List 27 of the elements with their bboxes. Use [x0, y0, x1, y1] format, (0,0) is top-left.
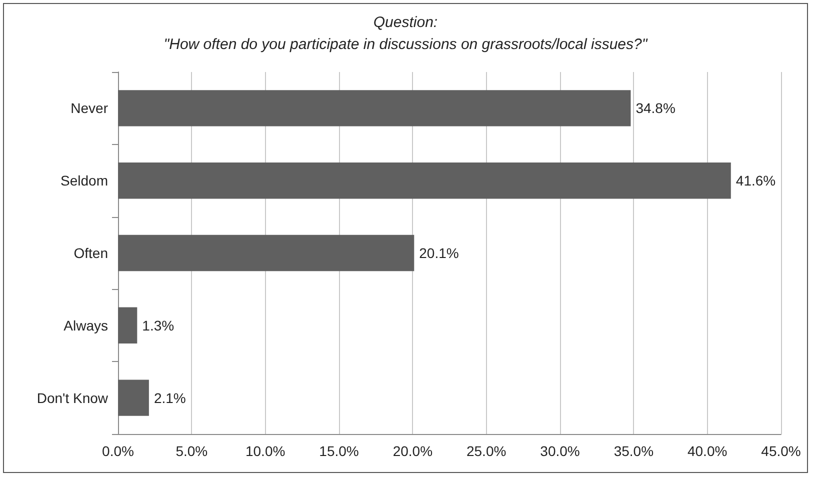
y-tick-label: Seldom [60, 172, 108, 189]
data-label: 34.8% [636, 100, 676, 116]
x-tick-label: 35.0% [614, 443, 654, 459]
data-label: 2.1% [154, 390, 186, 406]
bar [118, 380, 149, 416]
x-tick-label: 5.0% [176, 443, 208, 459]
y-tick-label: Never [70, 100, 108, 116]
y-tick-label: Often [74, 245, 108, 261]
bar [118, 90, 631, 126]
bar [118, 162, 731, 199]
chart-subtitle: "How often do you participate in discussions on grassroots/local issues?" [164, 36, 648, 53]
x-tick-label: 10.0% [245, 443, 286, 459]
y-tick-label: Always [64, 317, 108, 334]
x-tick-label: 15.0% [319, 443, 359, 459]
bar [118, 307, 138, 344]
data-label: 1.3% [142, 317, 174, 334]
y-tick-label: Don't Know [36, 390, 109, 406]
x-tick-label: 0.0% [102, 443, 134, 459]
chart-title: Question: [373, 14, 438, 31]
x-tick-label: 20.0% [392, 443, 433, 459]
data-label: 41.6% [736, 172, 776, 189]
x-tick-label: 25.0% [466, 443, 506, 459]
x-tick-label: 30.0% [540, 443, 580, 459]
x-tick-label: 40.0% [687, 443, 728, 459]
x-tick-label: 45.0% [761, 443, 801, 459]
bar [118, 234, 414, 272]
data-label: 20.1% [419, 245, 459, 261]
